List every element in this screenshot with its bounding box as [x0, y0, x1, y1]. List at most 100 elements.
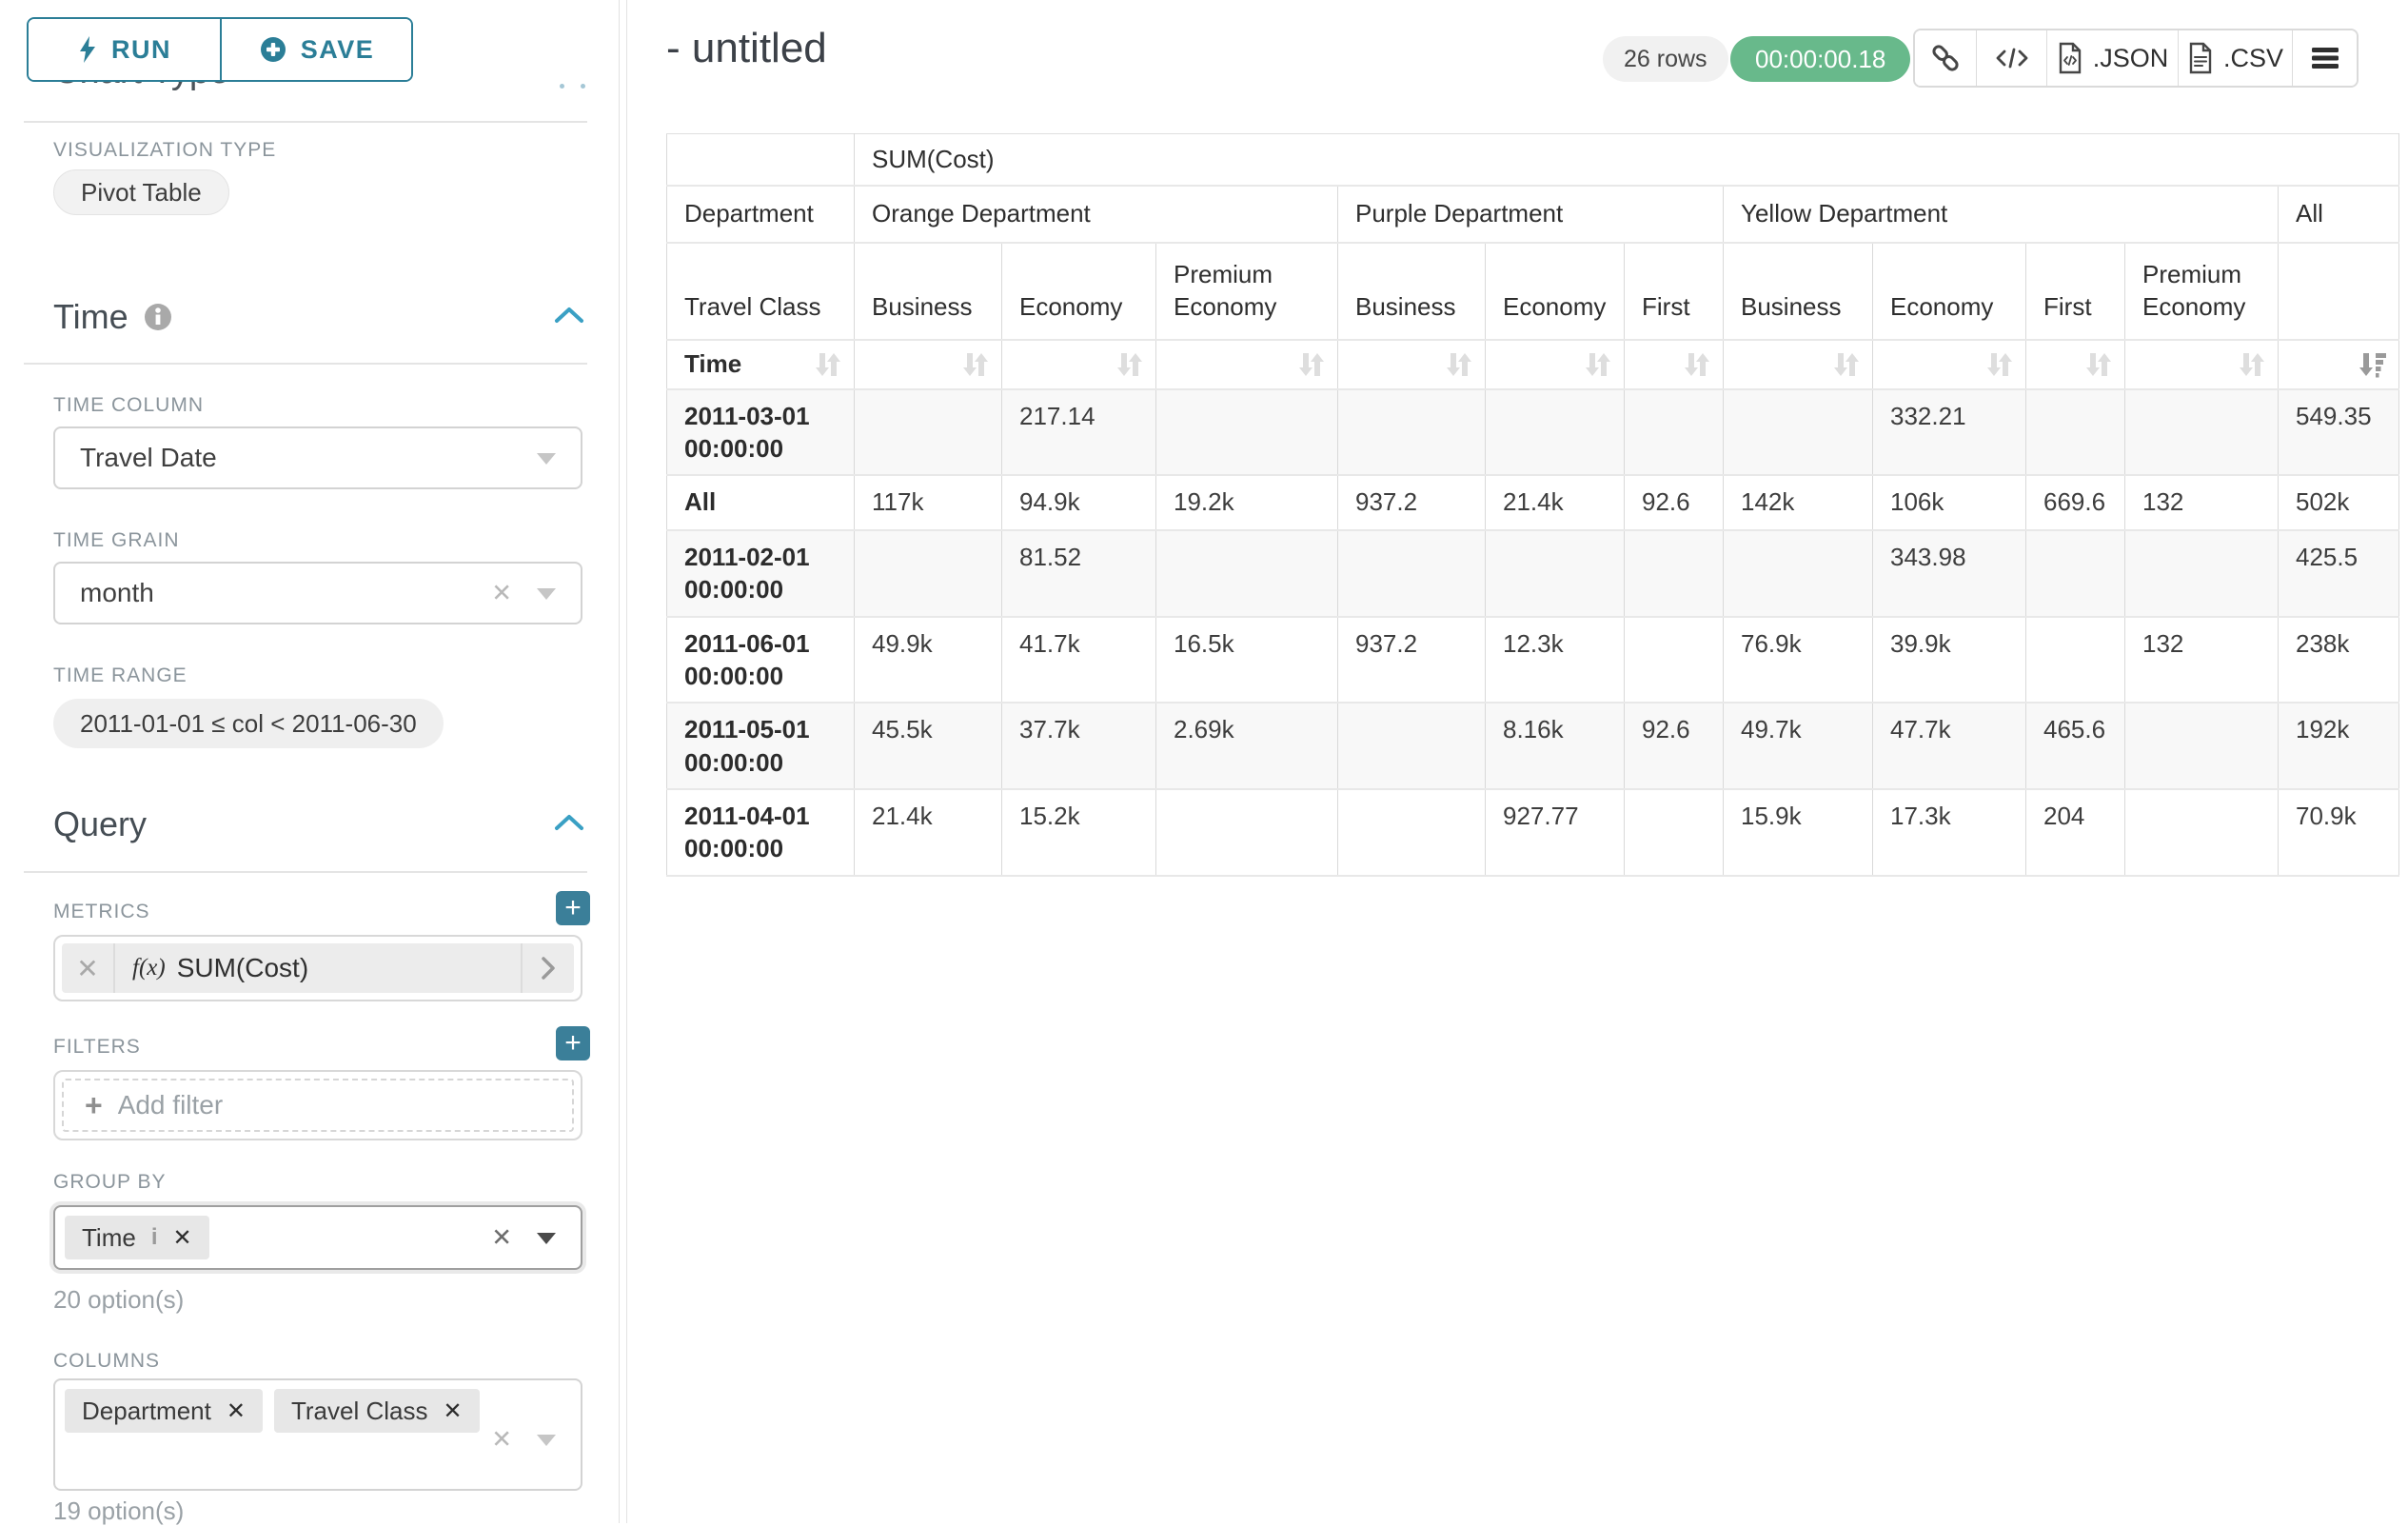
time-column-select[interactable]: Travel Date — [53, 426, 582, 489]
section-divider — [24, 363, 587, 365]
share-link-button[interactable] — [1915, 30, 1976, 86]
remove-tag-icon[interactable]: ✕ — [226, 1397, 246, 1424]
data-cell — [2124, 530, 2279, 618]
data-cell — [2025, 388, 2125, 477]
sort-cell — [1337, 339, 1486, 390]
data-cell — [1155, 388, 1338, 477]
data-cell: 132 — [2124, 616, 2279, 704]
data-cell — [2025, 530, 2125, 618]
data-cell — [1337, 388, 1486, 477]
columns-select[interactable]: Department ✕ Travel Class ✕ ✕ — [53, 1378, 582, 1491]
sort-icon[interactable] — [1832, 350, 1861, 379]
sort-icon[interactable] — [1683, 350, 1711, 379]
run-save-button-group: RUN SAVE — [27, 17, 413, 82]
more-options-button[interactable] — [2292, 30, 2357, 86]
sort-icon[interactable] — [814, 350, 842, 379]
export-csv-button[interactable]: .CSV — [2178, 30, 2292, 86]
data-cell: 70.9k — [2278, 789, 2400, 877]
link-icon — [1932, 45, 1959, 71]
sort-icon[interactable] — [1584, 350, 1612, 379]
table-row: 2011-03-01 00:00:00 217.14 332.21 549.35 — [666, 388, 2400, 477]
clear-icon[interactable]: ✕ — [491, 1424, 512, 1454]
data-cell: 132 — [2124, 475, 2279, 532]
plus-icon: + — [85, 1087, 103, 1122]
time-grain-select[interactable]: month ✕ — [53, 562, 582, 624]
export-json-button[interactable]: .JSON — [2046, 30, 2178, 86]
travel-class-header: Premium Economy — [1155, 242, 1338, 341]
query-section-heading: Query — [53, 804, 147, 844]
tag-label: Department — [82, 1396, 211, 1425]
time-grain-value: month — [80, 578, 154, 607]
save-button-label: SAVE — [300, 34, 375, 64]
export-toolbar: .JSON .CSV — [1913, 29, 2359, 88]
expand-metric-button[interactable] — [521, 943, 574, 993]
department-header-row: Department Orange Department Purple Depart… — [666, 185, 2400, 244]
panel-drag-dot[interactable] — [581, 84, 585, 89]
caret-down-icon[interactable] — [537, 453, 556, 465]
travel-class-header-row: Travel Class Business Economy Premium Econo… — [666, 242, 2400, 341]
sort-icon[interactable] — [2084, 350, 2113, 379]
caret-down-icon[interactable] — [537, 1435, 556, 1446]
remove-metric-icon[interactable]: ✕ — [62, 943, 115, 993]
sort-icon[interactable] — [961, 350, 990, 379]
metric-option[interactable]: f(x) SUM(Cost) — [115, 953, 521, 983]
table-row: All 117k 94.9k 19.2k 937.2 21.4k 92.6 142k 106k 6… — [666, 475, 2400, 532]
collapse-time-chevron-up-icon[interactable] — [554, 307, 584, 324]
data-cell: 2.69k — [1155, 703, 1338, 790]
sort-icon[interactable] — [2238, 350, 2266, 379]
data-cell: 15.2k — [1001, 789, 1156, 877]
data-cell: 39.9k — [1872, 616, 2026, 704]
data-cell: 76.9k — [1723, 616, 1873, 704]
tag-label: Travel Class — [290, 1396, 428, 1425]
travel-class-header — [2278, 242, 2400, 341]
department-group-header: Yellow Department — [1723, 185, 2279, 244]
sort-desc-icon[interactable] — [2359, 350, 2387, 379]
data-cell: 937.2 — [1337, 475, 1486, 532]
sort-cell — [1001, 339, 1156, 390]
caret-down-icon[interactable] — [537, 1233, 556, 1244]
group-by-select[interactable]: Time i ✕ ✕ — [53, 1205, 582, 1270]
view-query-button[interactable] — [1976, 30, 2046, 86]
section-divider — [24, 871, 587, 873]
metric-pill: ✕ f(x) SUM(Cost) — [62, 943, 574, 993]
save-button[interactable]: SAVE — [220, 19, 411, 80]
department-group-header: Orange Department — [854, 185, 1338, 244]
data-cell: 8.16k — [1485, 703, 1625, 790]
info-icon[interactable] — [144, 303, 172, 331]
travel-class-header: Premium Economy — [2124, 242, 2279, 341]
data-cell — [1155, 530, 1338, 618]
chart-title[interactable]: - untitled — [666, 25, 827, 71]
data-cell: 332.21 — [1872, 388, 2026, 477]
clear-icon[interactable]: ✕ — [491, 1222, 512, 1252]
sort-icon[interactable] — [1115, 350, 1144, 379]
travel-class-header: First — [1624, 242, 1724, 341]
time-range-pill[interactable]: 2011-01-01 ≤ col < 2011-06-30 — [53, 699, 444, 748]
caret-down-icon[interactable] — [537, 588, 556, 600]
sort-icon[interactable] — [1297, 350, 1326, 379]
panel-drag-dot[interactable] — [560, 84, 564, 89]
sort-icon[interactable] — [1445, 350, 1473, 379]
run-button[interactable]: RUN — [29, 19, 220, 80]
add-filter-button[interactable]: + Add filter — [62, 1079, 574, 1132]
data-cell — [1624, 789, 1724, 877]
remove-tag-icon[interactable]: ✕ — [172, 1224, 192, 1251]
add-metric-button[interactable]: + — [556, 891, 590, 925]
collapse-query-chevron-up-icon[interactable] — [554, 814, 584, 831]
sort-cell — [2278, 339, 2400, 390]
data-cell — [1337, 703, 1486, 790]
data-cell: 238k — [2278, 616, 2400, 704]
viz-type-pill[interactable]: Pivot Table — [53, 169, 229, 215]
data-cell — [1155, 789, 1338, 877]
remove-tag-icon[interactable]: ✕ — [443, 1397, 463, 1424]
data-cell: 217.14 — [1001, 388, 1156, 477]
data-cell — [1624, 388, 1724, 477]
csv-file-icon — [2189, 42, 2212, 74]
sort-icon[interactable] — [1985, 350, 2014, 379]
info-icon[interactable]: i — [150, 1224, 158, 1250]
data-cell: 425.5 — [2278, 530, 2400, 618]
pivot-table-container: SUM(Cost) Department Orange Department Purp… — [666, 133, 2400, 877]
data-cell: 927.77 — [1485, 789, 1625, 877]
add-filter-plus-button[interactable]: + — [556, 1026, 590, 1060]
clear-icon[interactable]: ✕ — [491, 578, 512, 607]
panel-resize-gutter[interactable] — [619, 0, 627, 1523]
